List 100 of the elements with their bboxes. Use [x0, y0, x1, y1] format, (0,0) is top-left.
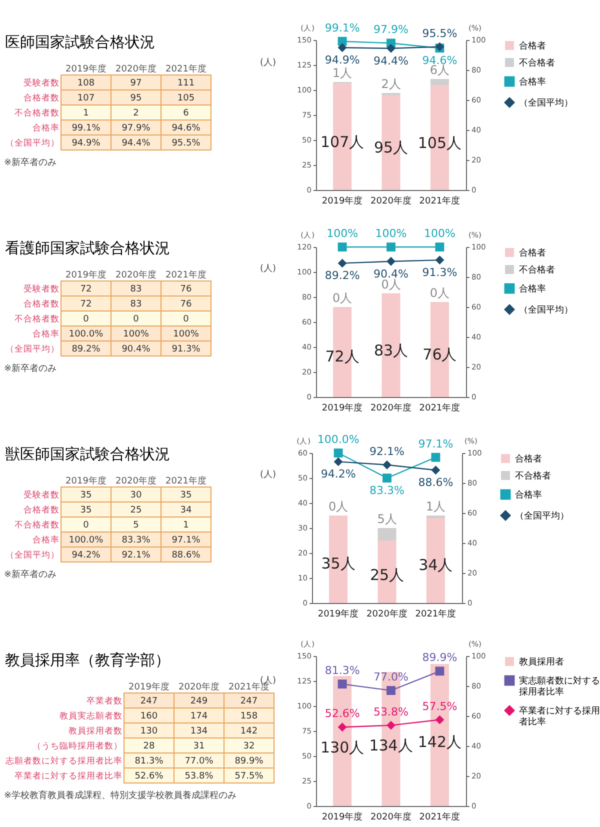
y-tick-label: 合格者数	[24, 504, 60, 516]
point	[338, 258, 347, 268]
y-tick-label: 受験者数	[24, 78, 60, 88]
y-tick-label: 受験者数	[24, 490, 60, 500]
chart-title: 獣医師国家試験合格状況	[5, 445, 170, 463]
data-label: 89.2%	[72, 344, 101, 354]
data-label: 94.9%	[324, 54, 360, 67]
data-label: 130人	[320, 738, 364, 756]
data-label: 35人	[321, 554, 356, 573]
point	[382, 460, 392, 470]
data-label: 100.0%	[317, 433, 360, 446]
data-label: 105	[177, 94, 195, 104]
data-label: 76	[180, 284, 192, 294]
data-label: 32	[243, 742, 255, 752]
x-tick-label: 2021年度	[419, 812, 460, 822]
text: (人)	[260, 468, 277, 481]
legend-label: 卒業者に対する採用者比率	[519, 706, 600, 728]
data-label: 247	[240, 696, 258, 706]
point	[386, 242, 396, 252]
point	[338, 242, 347, 252]
point	[334, 457, 343, 466]
x-tick-label: 2020年度	[366, 608, 408, 620]
data-label: 90.4%	[122, 344, 151, 354]
data-label: 111	[177, 78, 195, 88]
y-tick-label: 合格率	[32, 122, 60, 134]
data-label: 107人	[320, 132, 364, 151]
point	[386, 720, 396, 730]
data-label: 97.9%	[122, 124, 151, 134]
data-label: 1人	[332, 66, 352, 80]
legend-label: 合格率	[519, 284, 546, 294]
legend-label: （全国平均）	[515, 510, 569, 522]
data-label: 94.2%	[72, 550, 101, 560]
data-label: 174	[190, 712, 208, 722]
legend-label: 合格者	[519, 248, 546, 258]
data-label: 94.4%	[374, 54, 408, 68]
data-label: 0人	[332, 291, 352, 305]
legend-label: 不合格者	[515, 470, 551, 482]
x-tick-label: 2020年度	[370, 812, 412, 822]
point	[431, 466, 440, 475]
data-label: 28	[143, 742, 155, 752]
data-label: 34	[180, 506, 192, 516]
text: ※新卒者のみ	[3, 568, 58, 581]
x-tick-label: 2019年度	[322, 402, 363, 414]
data-label: 249	[190, 696, 208, 706]
data-label: 5	[133, 520, 139, 530]
x-tick-label: 2019年度	[322, 196, 363, 206]
text: (人)	[260, 56, 277, 69]
data-label: 0人	[328, 500, 348, 514]
data-label: 247	[140, 696, 158, 706]
data-label: 99.1%	[72, 124, 101, 134]
data-label: 97.9%	[374, 23, 408, 36]
data-label: 134人	[369, 736, 413, 755]
data-label: 0	[133, 314, 140, 324]
point	[386, 44, 396, 53]
data-label: 72	[80, 300, 92, 310]
data-label: 97	[130, 78, 142, 88]
y-tick-label: 教員採用者数	[68, 726, 122, 736]
x-tick-label: 2020年度	[116, 64, 156, 74]
y-tick-label: （全国平均）	[6, 344, 60, 354]
data-label: 83	[130, 284, 142, 294]
legend-label: 実志願者数に対する採用者比率	[519, 676, 600, 698]
data-label: 95.5%	[422, 26, 458, 40]
data-label: 5人	[377, 512, 397, 526]
data-label: 95.5%	[172, 138, 201, 148]
data-label: 91.3%	[172, 344, 201, 354]
data-label: 83	[130, 300, 142, 310]
data-label: 6	[183, 108, 190, 118]
data-label: 83.3%	[122, 536, 151, 546]
data-label: 89.9%	[234, 756, 264, 766]
legend-label: 教員採用者	[519, 656, 564, 668]
data-label: 99.1%	[324, 21, 360, 34]
data-label: 130	[140, 726, 158, 736]
x-tick-label: 2019年度	[318, 608, 359, 620]
x-tick-label: 2020年度	[370, 402, 412, 414]
x-tick-label: 2019年度	[66, 476, 106, 486]
data-label: 2人	[381, 77, 401, 91]
chart-title: 看護師国家試験合格状況	[5, 239, 170, 257]
y-tick-label: 不合格者数	[14, 520, 60, 530]
data-label: 142人	[418, 733, 462, 752]
point	[338, 680, 347, 689]
data-label: 81.3%	[134, 756, 164, 766]
data-label: 88.6%	[418, 476, 454, 490]
data-label: 105人	[418, 134, 462, 152]
data-label: 100%	[173, 330, 200, 340]
data-label: 92.1%	[122, 550, 151, 560]
y-tick-label: （全国平均）	[6, 138, 60, 148]
data-label: 53.8%	[184, 772, 214, 782]
point	[338, 43, 347, 52]
data-label: 83.3%	[370, 484, 404, 498]
x-tick-label: 2019年度	[322, 812, 363, 822]
data-label: 34人	[418, 556, 453, 574]
data-label: 100%	[424, 227, 456, 240]
data-label: 77.0%	[184, 756, 214, 766]
data-label: 77.0%	[374, 670, 408, 684]
point	[435, 666, 444, 676]
legend-label: 合格者	[519, 40, 546, 52]
x-tick-label: 2019年度	[66, 270, 106, 280]
data-label: 57.5%	[234, 772, 264, 782]
data-label: 91.3%	[422, 266, 458, 280]
data-label: 72	[80, 284, 92, 294]
